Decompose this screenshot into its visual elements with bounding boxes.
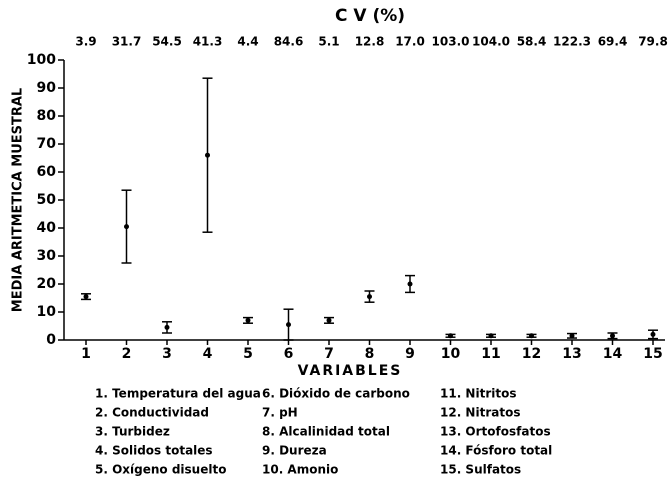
top-label: 41.3 — [193, 35, 223, 49]
mean-point — [569, 333, 575, 339]
x-tick-label: 13 — [562, 346, 581, 362]
top-label: 4.4 — [237, 35, 258, 49]
top-label: 104.0 — [472, 35, 510, 49]
mean-point — [245, 317, 251, 323]
legend-item: 13. Ortofosfatos — [440, 425, 551, 439]
x-tick-label: 11 — [481, 346, 500, 362]
top-label: 122.3 — [553, 35, 591, 49]
top-label: 69.4 — [598, 35, 628, 49]
x-tick-label: 3 — [162, 346, 172, 362]
legend-item: 12. Nitratos — [440, 406, 520, 420]
mean-point — [205, 152, 210, 158]
top-label: 12.8 — [355, 35, 385, 49]
mean-point — [448, 333, 453, 339]
mean-point — [407, 281, 413, 287]
legend-item: 2. Conductividad — [95, 406, 209, 420]
y-tick-label: 90 — [37, 80, 57, 96]
mean-point — [650, 331, 656, 337]
y-tick-label: 40 — [37, 220, 57, 236]
mean-point — [610, 333, 615, 339]
legend-item: 1. Temperatura del agua — [95, 387, 261, 401]
top-axis-title: C V (%) — [335, 6, 405, 26]
x-tick-label: 7 — [324, 346, 334, 362]
mean-point — [124, 224, 129, 230]
y-tick-label: 80 — [37, 108, 57, 124]
top-label: 79.8 — [638, 35, 668, 49]
x-tick-label: 5 — [243, 346, 253, 362]
legend-item: 9. Dureza — [262, 444, 327, 458]
legend-item: 4. Solidos totales — [95, 444, 213, 458]
y-tick-label: 50 — [37, 192, 57, 208]
legend-item: 3. Turbidez — [95, 425, 170, 439]
legend-item: 6. Dióxido de carbono — [262, 387, 410, 401]
x-tick-label: 10 — [441, 346, 461, 362]
x-tick-label: 6 — [284, 346, 294, 362]
y-tick-label: 60 — [37, 164, 57, 180]
top-label: 3.9 — [75, 35, 96, 49]
top-label: 17.0 — [395, 35, 425, 49]
top-label: 84.6 — [274, 35, 304, 49]
y-tick-label: 70 — [37, 136, 57, 152]
x-tick-label: 4 — [203, 346, 213, 362]
top-label: 58.4 — [517, 35, 547, 49]
mean-point — [164, 324, 170, 330]
legend-item: 7. pH — [262, 406, 298, 420]
legend-item: 15. Sulfatos — [440, 463, 521, 477]
mean-point — [529, 333, 534, 339]
x-tick-label: 9 — [405, 346, 415, 362]
legend-item: 8. Alcalinidad total — [262, 425, 390, 439]
mean-point — [488, 333, 494, 339]
x-axis-title: VARIABLES — [298, 363, 403, 379]
top-label: 103.0 — [432, 35, 470, 49]
x-tick-label: 1 — [81, 346, 91, 362]
y-tick-label: 10 — [37, 304, 57, 320]
top-label: 54.5 — [152, 35, 182, 49]
mean-point — [326, 317, 332, 323]
x-tick-label: 15 — [643, 346, 662, 362]
y-tick-label: 100 — [27, 52, 56, 68]
legend-item: 5. Oxígeno disuelto — [95, 463, 226, 477]
x-tick-label: 2 — [122, 346, 132, 362]
mean-point — [367, 294, 372, 300]
y-tick-label: 0 — [46, 332, 56, 348]
y-tick-label: 20 — [37, 276, 57, 292]
y-tick-label: 30 — [37, 248, 57, 264]
legend-item: 14. Fósforo total — [440, 444, 552, 458]
mean-point — [83, 294, 89, 300]
x-tick-label: 12 — [522, 346, 541, 362]
x-tick-label: 8 — [365, 346, 375, 362]
top-label: 5.1 — [318, 35, 339, 49]
mean-point — [286, 322, 291, 328]
legend-item: 10. Amonio — [262, 463, 338, 477]
y-axis-title: MEDIA ARITMETICA MUESTRAL — [11, 88, 26, 312]
x-tick-label: 14 — [603, 346, 623, 362]
top-label: 31.7 — [112, 35, 142, 49]
legend-item: 11. Nitritos — [440, 387, 516, 401]
